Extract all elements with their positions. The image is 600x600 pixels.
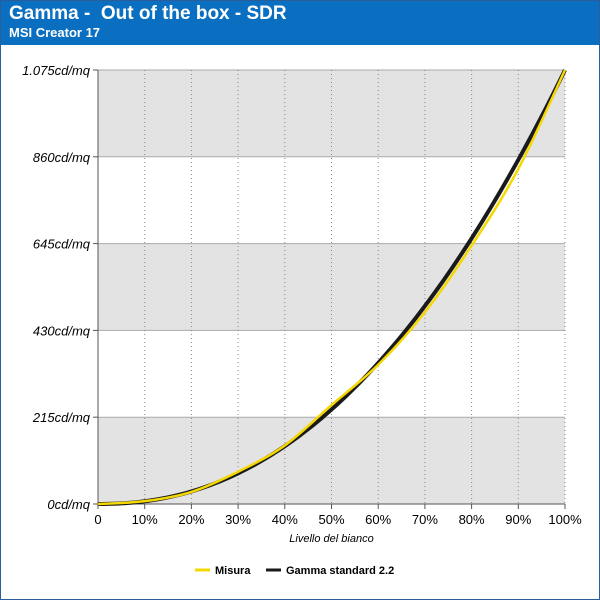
legend-label-reference: Gamma standard 2.2 bbox=[286, 565, 394, 577]
x-tick-label: 70% bbox=[412, 512, 438, 527]
series-line-measured bbox=[97, 69, 567, 506]
y-tick-label: 0cd/mq bbox=[47, 497, 90, 512]
plot-band bbox=[98, 417, 565, 504]
y-tick-label: 1.075cd/mq bbox=[22, 63, 91, 78]
y-tick-label: 215cd/mq bbox=[32, 410, 91, 425]
x-tick-label: 90% bbox=[505, 512, 531, 527]
x-tick-label: 40% bbox=[272, 512, 298, 527]
chart-header: Gamma - Out of the box - SDR MSI Creator… bbox=[1, 1, 599, 45]
y-tick-label: 430cd/mq bbox=[33, 323, 91, 338]
plot-band bbox=[98, 70, 565, 157]
x-tick-label: 80% bbox=[459, 512, 485, 527]
chart-subtitle: MSI Creator 17 bbox=[9, 25, 101, 40]
y-tick-label: 645cd/mq bbox=[33, 237, 91, 252]
x-tick-label: 10% bbox=[132, 512, 158, 527]
y-tick-label: 860cd/mq bbox=[33, 150, 91, 165]
x-tick-label: 30% bbox=[225, 512, 251, 527]
legend-label-measured: Misura bbox=[215, 565, 251, 577]
x-tick-label: 0 bbox=[94, 512, 101, 527]
x-tick-label: 50% bbox=[318, 512, 344, 527]
x-tick-label: 60% bbox=[365, 512, 391, 527]
x-axis-label: Livello del bianco bbox=[289, 533, 373, 545]
x-tick-label: 100% bbox=[548, 512, 582, 527]
chart-title: Gamma - Out of the box - SDR bbox=[9, 3, 287, 24]
x-tick-label: 20% bbox=[178, 512, 204, 527]
